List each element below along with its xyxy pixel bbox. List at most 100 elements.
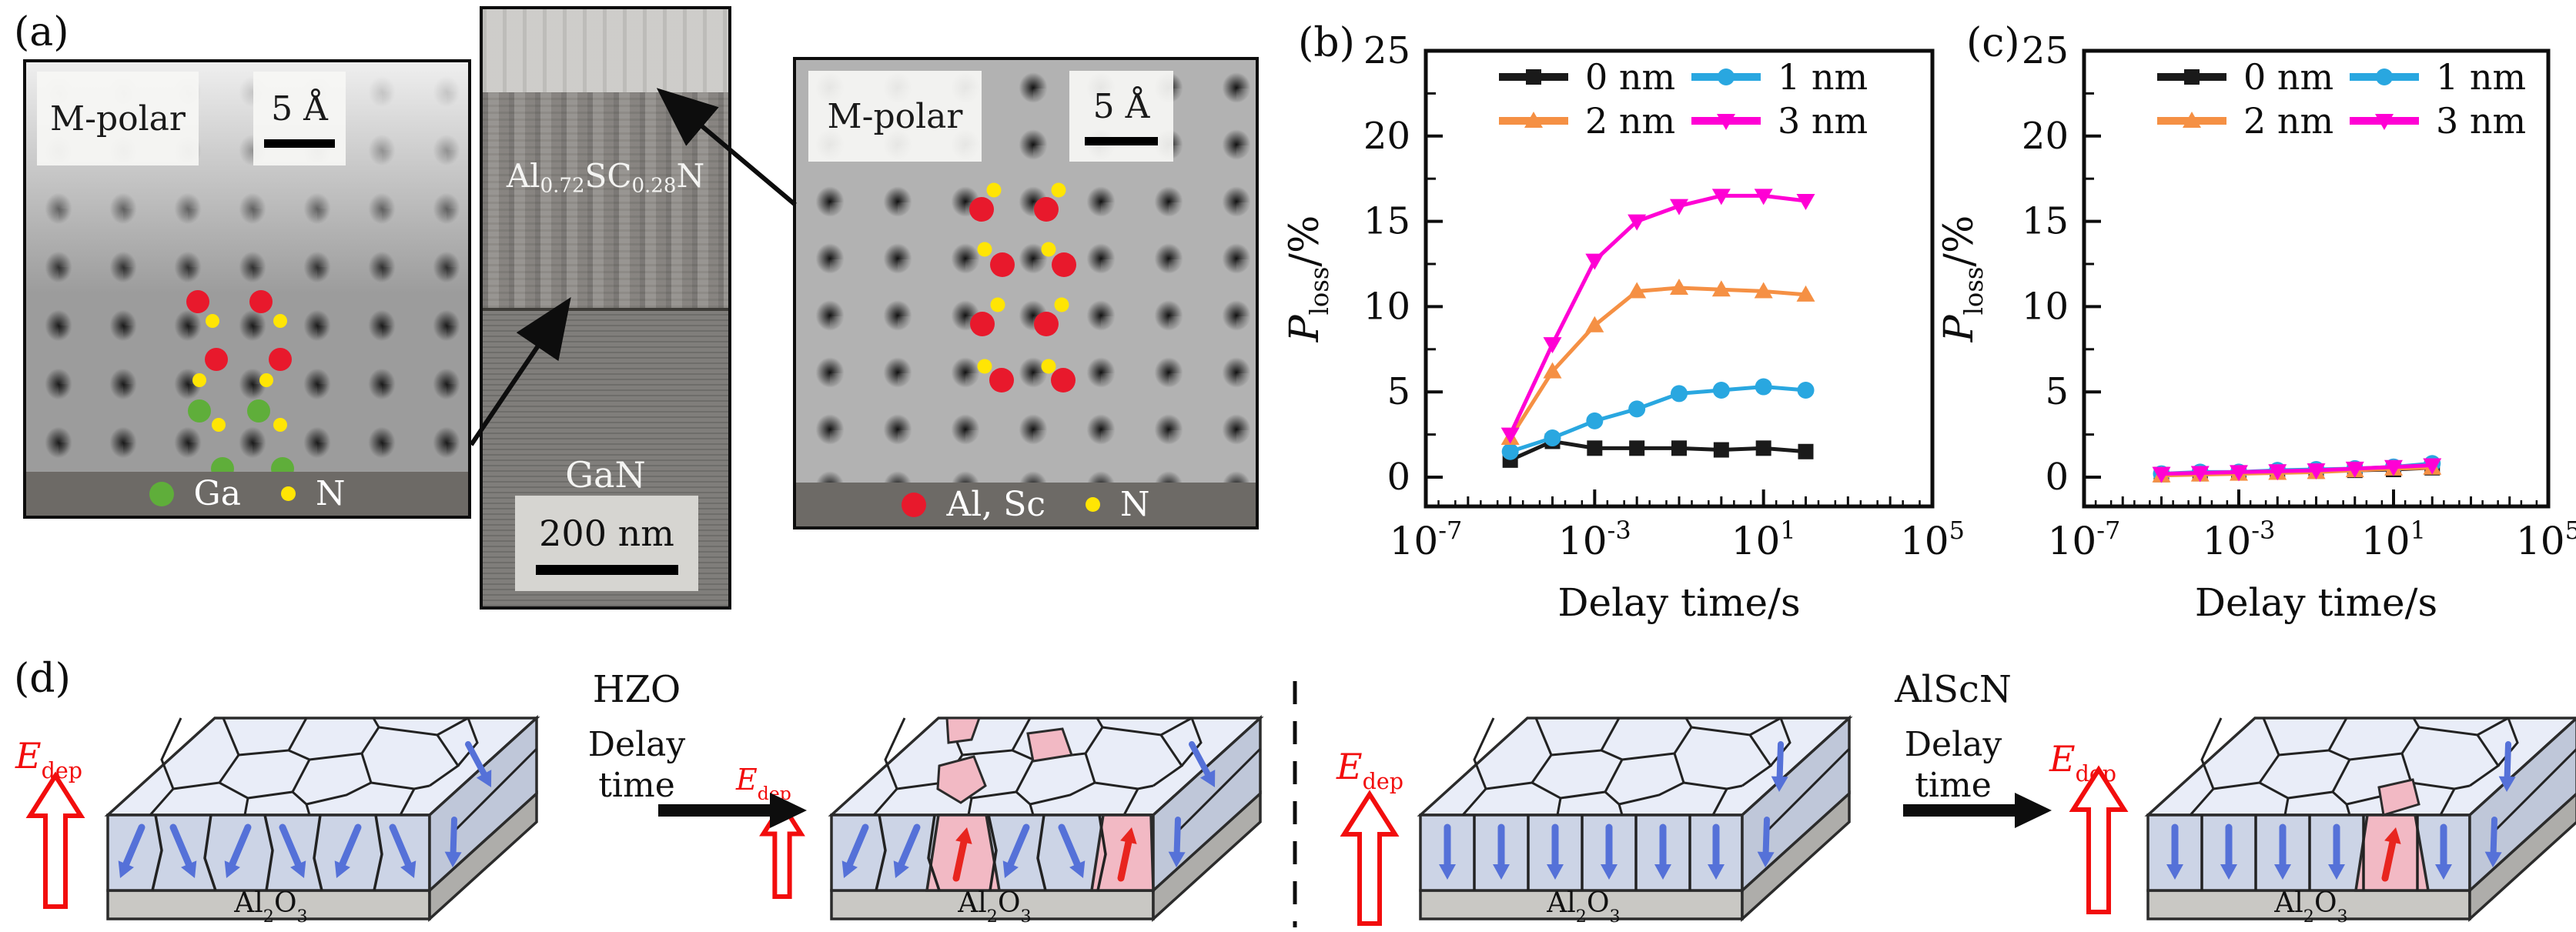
atom-overlay — [796, 60, 1256, 526]
ga-atom-label: Ga — [193, 474, 241, 513]
delay-arrow-icon — [1903, 793, 2052, 828]
y-axis: 0 5 10 15 20 25 — [2022, 29, 2101, 499]
x-axis-title: Delay time/s — [2195, 580, 2437, 625]
scale-label: 5 Å — [1092, 87, 1150, 126]
y-tick-label: 10 — [2022, 285, 2069, 328]
n-atom-label: N — [315, 474, 346, 513]
y-tick-label: 25 — [1363, 29, 1410, 72]
legend-label: 2 nm — [2243, 100, 2333, 142]
film-name: AlScN — [1894, 668, 2012, 711]
y-tick-label: 5 — [2045, 370, 2069, 413]
n-atom — [1041, 359, 1056, 374]
al-sc-atom — [1051, 368, 1076, 393]
panel-a-label: (a) — [14, 9, 69, 55]
al-sc-atom — [249, 290, 273, 313]
x-tick-label: 101 — [1731, 516, 1796, 563]
scale-bar — [1085, 137, 1158, 145]
polarity-text: M-polar — [50, 99, 186, 139]
al-sc-atom — [990, 252, 1015, 277]
n-atom — [273, 418, 287, 432]
film-formula: Al0.72SC0.28N — [506, 157, 705, 198]
al-sc-atom — [1034, 312, 1059, 336]
x-axis-title: Delay time/s — [1557, 580, 1800, 625]
e-dep-arrow-icon — [2069, 765, 2129, 914]
x-tick-label: 10-3 — [2203, 516, 2276, 563]
arrow-to-interface-icon — [469, 297, 571, 446]
atom-legend: Ga N — [26, 472, 468, 516]
scale-bar — [264, 139, 335, 148]
schematic-row: Al2O3Al2O3Al2O3Al2O3EdepEdepEdepEdepHZOD… — [15, 668, 2576, 927]
x-tick-label: 105 — [2516, 516, 2576, 563]
film-block-alscn-before: Al2O3 — [1417, 715, 1853, 927]
tem-scale-label: 200 nm — [539, 512, 674, 554]
n-atom-label: N — [1120, 485, 1150, 524]
arrow-to-film-icon — [656, 88, 797, 207]
y-axis-title: Ploss/% — [1936, 215, 1989, 343]
tem-scale-box: 200 nm — [515, 496, 698, 591]
film-block-hzo-after: Al2O3 — [828, 715, 1264, 927]
n-atom — [977, 242, 992, 257]
substrate-label: Al2O3 — [1546, 887, 1620, 927]
y-tick-label: 0 — [1387, 456, 1410, 499]
tem-film-region — [483, 92, 728, 308]
al-sc-atom — [269, 348, 292, 371]
n-atom-swatch — [1086, 497, 1101, 512]
atom-legend: Al, Sc N — [796, 483, 1256, 526]
legend-label: 0 nm — [1585, 56, 1675, 98]
y-tick-label: 20 — [2022, 115, 2069, 158]
stem-image-interface: M-polar 5 Å Ga N — [23, 59, 471, 519]
n-atom — [192, 373, 206, 387]
time-word: time — [1915, 766, 1992, 805]
svg-text:Ploss/%: Ploss/% — [1936, 215, 1989, 343]
al-sc-atom — [989, 368, 1014, 393]
x-tick-label: 105 — [1900, 516, 1965, 563]
e-dep-label: Edep — [735, 763, 791, 804]
n-atom — [212, 418, 226, 432]
n-atom — [990, 297, 1005, 312]
panel-b-label: (b) — [1298, 20, 1355, 66]
x-tick-label: 10-3 — [1558, 516, 1631, 563]
chart-hzo-ploss: 0 5 10 15 20 25 10-7 10-3 101 105 Delay time/s Plos… — [1282, 29, 1965, 625]
al-sc-atom — [1052, 252, 1076, 277]
series-2-nm — [1500, 279, 1815, 446]
delay-arrow-icon — [658, 793, 807, 828]
y-axis: 0 5 10 15 20 25 — [1363, 29, 1443, 499]
time-word: time — [598, 766, 675, 805]
delay-word: Delay — [1905, 725, 2002, 764]
series-3-nm — [2152, 458, 2442, 483]
n-atom — [1051, 182, 1066, 198]
e-dep-label: Edep — [15, 735, 82, 783]
film-block-hzo-before: Al2O3 — [104, 715, 540, 927]
atom-overlay — [26, 62, 468, 516]
e-dep-arrow-icon — [25, 771, 85, 909]
e-dep-arrow-icon — [1340, 790, 1400, 926]
chart-alscn-ploss: 0 5 10 15 20 25 10-7 10-3 101 105 Delay time/s Plos… — [1936, 29, 2576, 625]
x-axis: 10-7 10-3 101 105 — [2048, 489, 2576, 563]
y-tick-label: 0 — [2045, 456, 2069, 499]
n-atom — [977, 359, 992, 374]
series-3-nm — [1500, 189, 1815, 444]
polarity-tag: M-polar — [808, 71, 982, 162]
y-tick-label: 25 — [2022, 29, 2069, 72]
substrate-name: GaN — [565, 454, 646, 496]
y-tick-label: 10 — [1363, 285, 1410, 328]
legend-label: 3 nm — [1778, 100, 1868, 142]
ga-atom — [188, 399, 211, 423]
n-atom — [273, 314, 287, 328]
al-sc-atom — [970, 312, 995, 336]
ga-atom — [247, 399, 270, 423]
substrate-label: Al2O3 — [957, 887, 1031, 927]
x-tick-label: 101 — [2361, 516, 2426, 563]
series-1-nm — [1501, 378, 1815, 460]
e-dep-arrow-icon — [759, 800, 805, 899]
scale-label: 5 Å — [271, 89, 328, 129]
film-block-alscn-after: Al2O3 — [2144, 717, 2576, 927]
alsc-atom-label: Al, Sc — [946, 485, 1046, 524]
tem-scale-bar — [535, 564, 678, 575]
legend-label: 2 nm — [1585, 100, 1675, 142]
scale-box: 5 Å — [1069, 71, 1173, 162]
substrate-label: Al2O3 — [233, 887, 307, 927]
legend-label: 1 nm — [2436, 56, 2526, 98]
